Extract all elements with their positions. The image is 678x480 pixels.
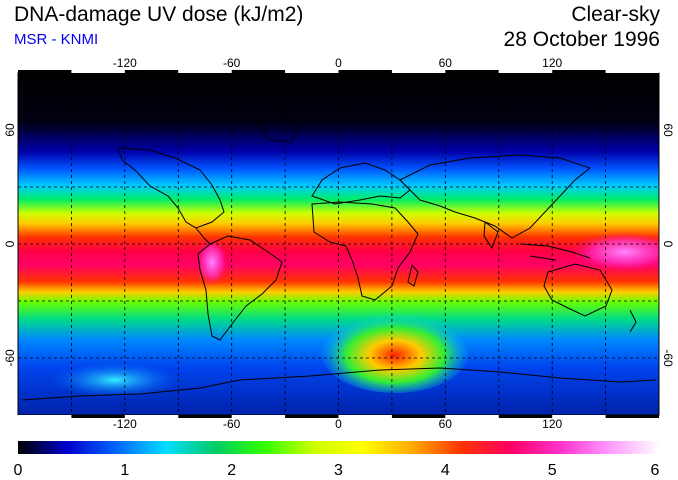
coastline-india: [483, 221, 499, 250]
coastline-australia: [543, 263, 613, 317]
coastline-new-zealand: [629, 309, 637, 333]
high-uv-patch-pacific: [570, 232, 659, 272]
bottom-lon-tick: 120: [542, 417, 562, 431]
map-frame: [17, 70, 660, 418]
map-title: DNA-damage UV dose (kJ/m2): [14, 3, 304, 26]
bottom-lon-ticks: -120 -60 0 60 120: [113, 417, 563, 431]
top-lon-tick: -120: [113, 56, 137, 70]
source-label: MSR - KNMI: [14, 31, 99, 48]
coastline-greenland: [254, 117, 301, 143]
coastline-asia: [399, 154, 592, 239]
graticule: [18, 73, 659, 415]
top-lon-tick: 60: [439, 56, 453, 70]
left-lat-tick: -60: [3, 349, 17, 367]
coastlines: [21, 117, 657, 401]
bottom-lon-tick: -120: [113, 417, 137, 431]
date-label: 28 October 1996: [503, 28, 660, 51]
high-uv-patch-andes: [196, 238, 228, 286]
coastline-central-america: [195, 227, 211, 245]
top-lon-tick: 120: [542, 56, 562, 70]
cyan-patch-south-pacific: [50, 362, 180, 398]
right-lat-tick: 60: [661, 123, 675, 137]
left-lat-tick: 0: [3, 240, 17, 247]
coastline-north-america: [117, 147, 225, 229]
right-lat-ticks: 60 0 -60: [661, 123, 675, 367]
bottom-lon-tick: 60: [439, 417, 453, 431]
top-lon-tick: 0: [335, 56, 342, 70]
right-lat-tick: 0: [661, 241, 675, 248]
coastline-south-america: [197, 235, 283, 341]
coastline-madagascar: [407, 263, 419, 287]
bottom-lon-tick: 0: [335, 417, 342, 431]
sky-condition-label: Clear-sky: [571, 3, 660, 26]
high-uv-patch-africa: [320, 309, 470, 393]
coastline-indonesia: [519, 243, 591, 261]
left-lat-ticks: 60 0 -60: [3, 123, 17, 367]
coastline-antarctica: [21, 367, 657, 401]
top-lon-tick: -60: [223, 56, 241, 70]
left-lat-tick: 60: [3, 123, 17, 137]
bottom-lon-tick: -60: [223, 417, 241, 431]
right-lat-tick: -60: [661, 349, 675, 367]
top-lon-ticks: -120 -60 0 60 120: [113, 56, 563, 70]
